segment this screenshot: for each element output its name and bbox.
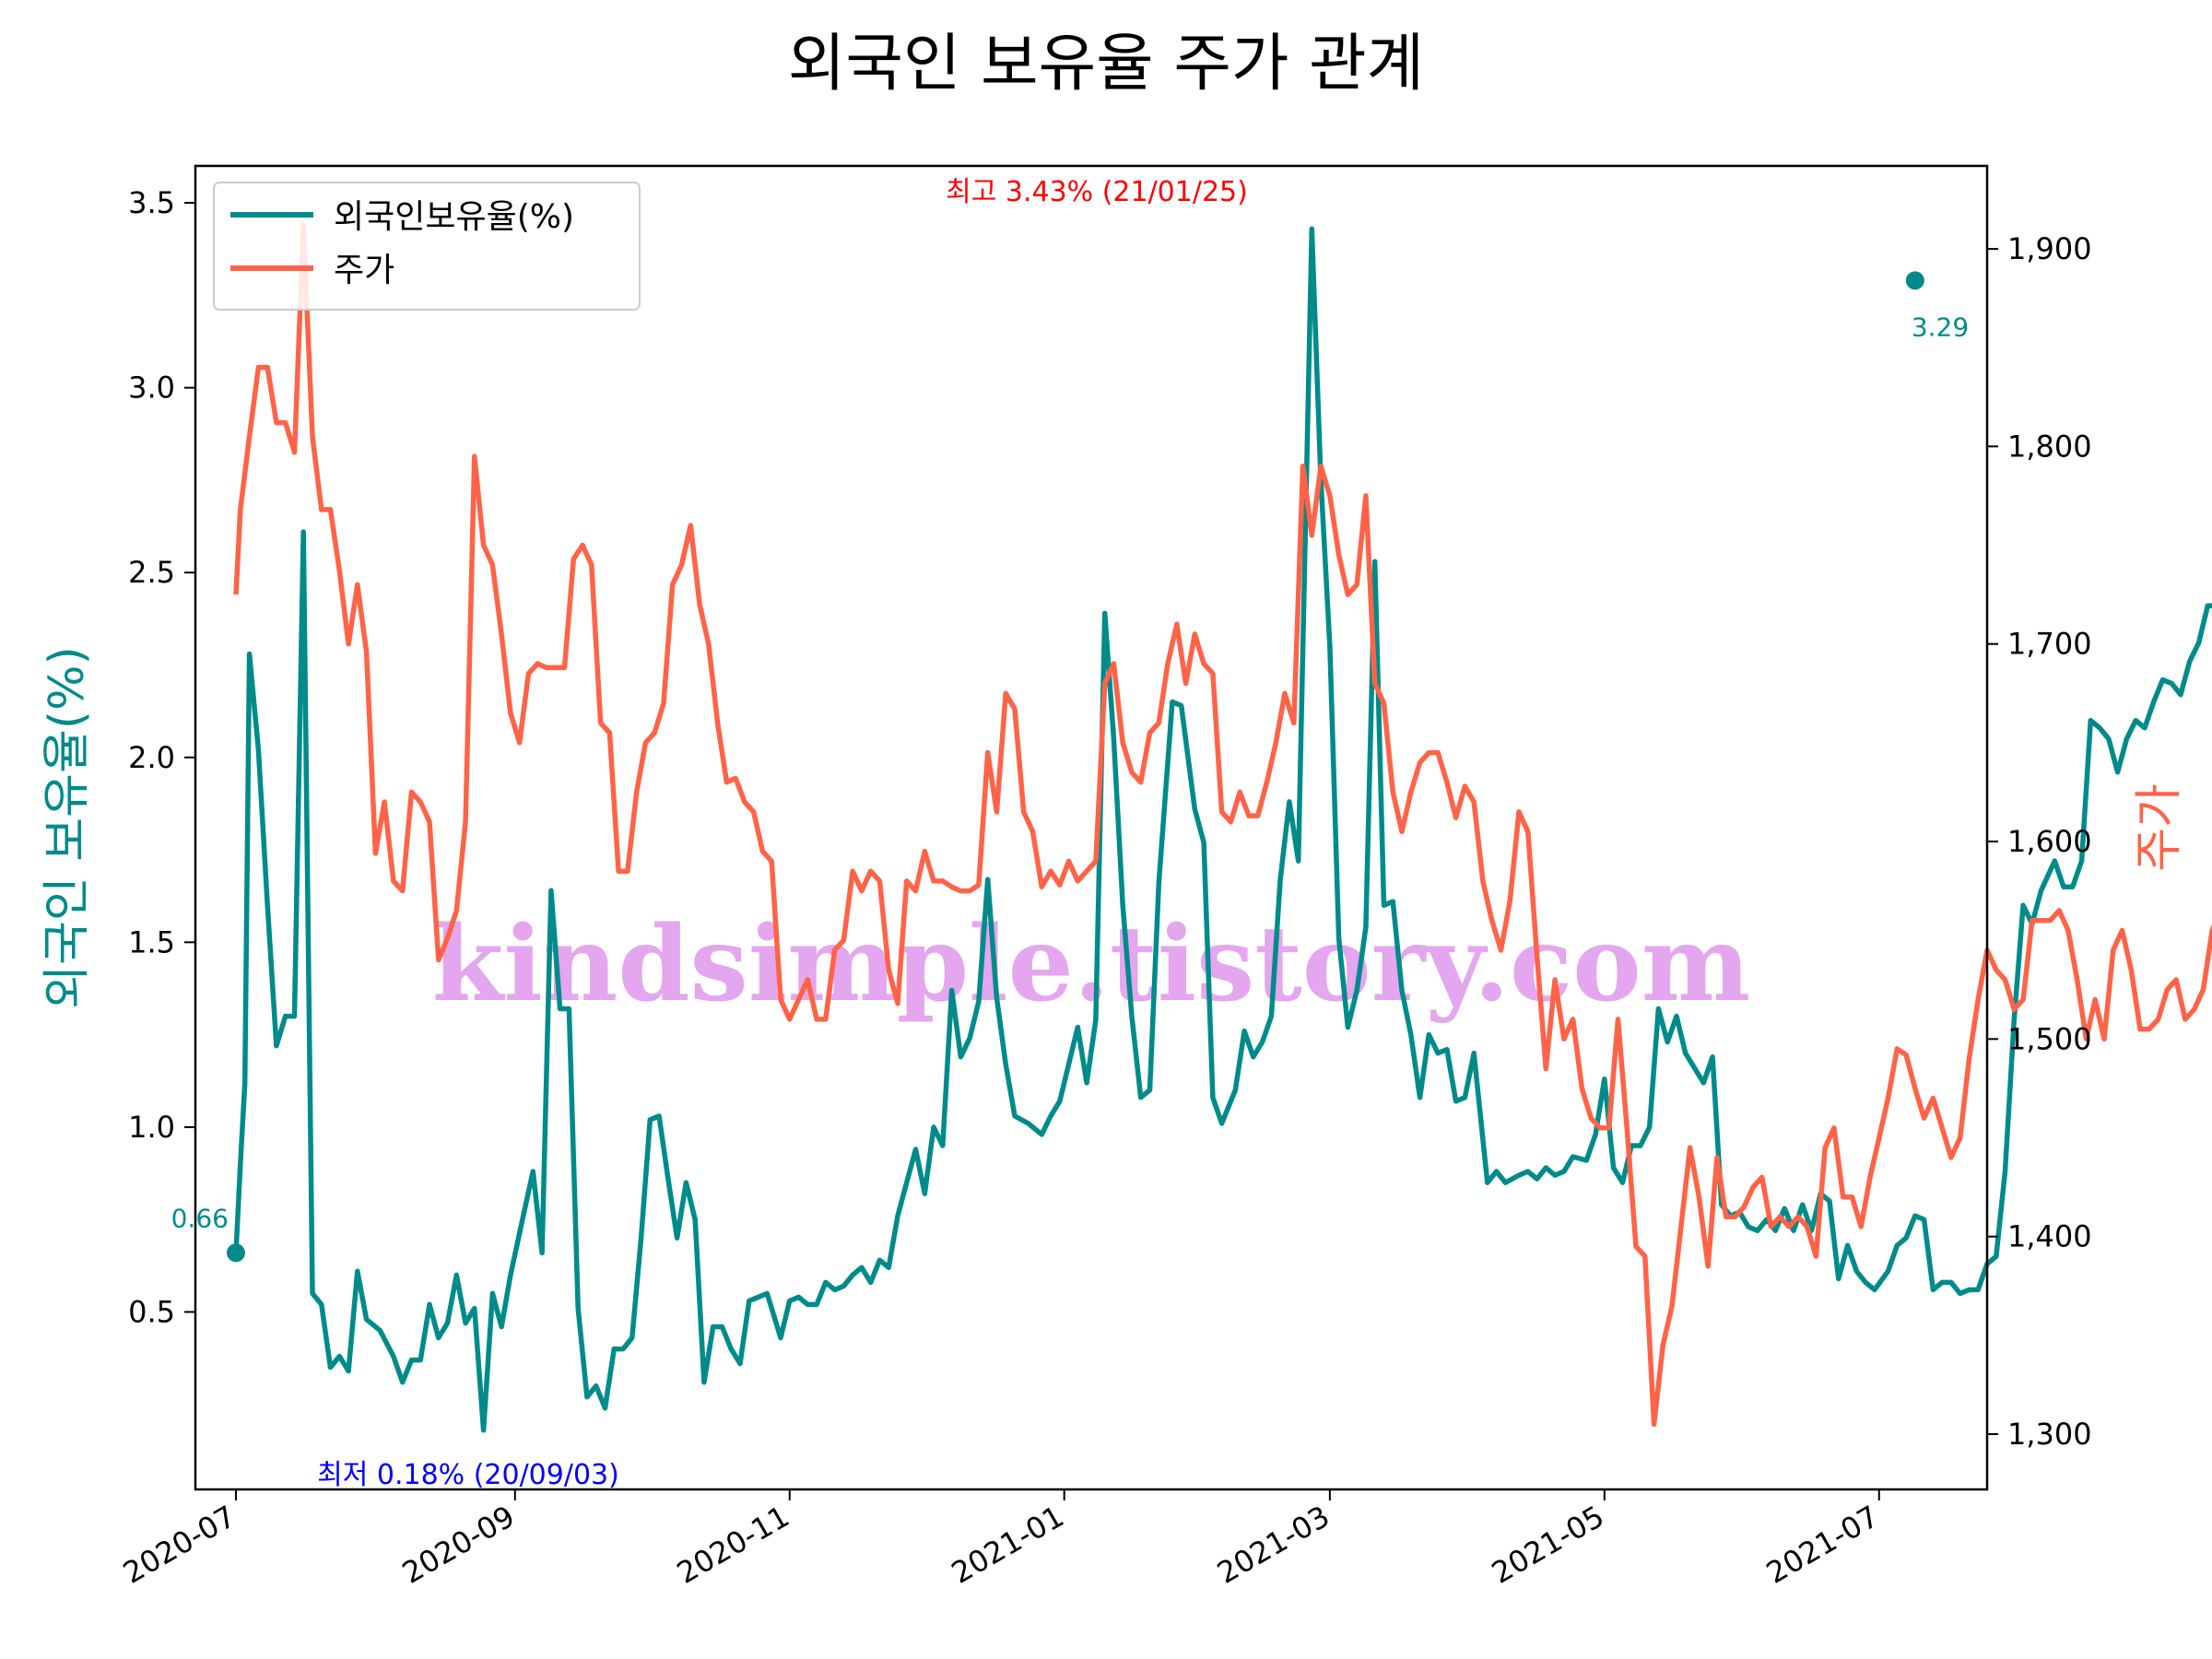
y-left-tick-label: 3.5 [128, 185, 175, 220]
max-annotation: 최고 3.43% (21/01/25) [946, 176, 1248, 208]
series-line-price [233, 222, 2212, 1428]
y-left-tick-label: 2.5 [128, 555, 175, 590]
legend-label-price: 주가 [334, 252, 394, 289]
y-left-tick-label: 1.5 [128, 924, 175, 959]
end-point-marker [1905, 271, 1924, 290]
y-right-tick-label: 1,400 [2007, 1219, 2092, 1254]
y-right-tick-label: 1,800 [2007, 429, 2092, 464]
watermark-text: kindsimple.tistory.com [432, 904, 1751, 1025]
y-left-tick-label: 2.0 [128, 740, 175, 775]
end-value-label: 3.29 [1912, 312, 1969, 342]
start-value-label: 0.66 [171, 1203, 229, 1233]
legend: 외국인보유율(%) 주가 [213, 182, 641, 311]
y-right-tick-label: 1,600 [2007, 824, 2092, 859]
y-left-tick-label: 3.0 [128, 371, 175, 406]
series-line-holding [233, 226, 2212, 1433]
start-point-marker [226, 1243, 245, 1263]
y-axis-label-left: 외국인 보유율(%) [40, 646, 95, 1009]
plot-frame [194, 164, 1989, 1491]
y-right-tick-label: 1,300 [2007, 1417, 2092, 1452]
y-axis-label-right: 주가 [2132, 783, 2187, 872]
legend-box [213, 182, 641, 311]
legend-label-holding: 외국인보유율(%) [334, 198, 574, 236]
y-right-tick-label: 1,700 [2007, 627, 2092, 662]
min-annotation: 최저 0.18% (20/09/03) [317, 1459, 619, 1491]
y-right-tick-label: 1,500 [2007, 1021, 2092, 1056]
y-left-tick-label: 1.0 [128, 1110, 175, 1145]
y-left-tick-label: 0.5 [128, 1294, 175, 1329]
chart-title: 외국인 보유율 주가 관계 [788, 28, 1424, 100]
y-right-tick-label: 1,900 [2007, 231, 2092, 266]
